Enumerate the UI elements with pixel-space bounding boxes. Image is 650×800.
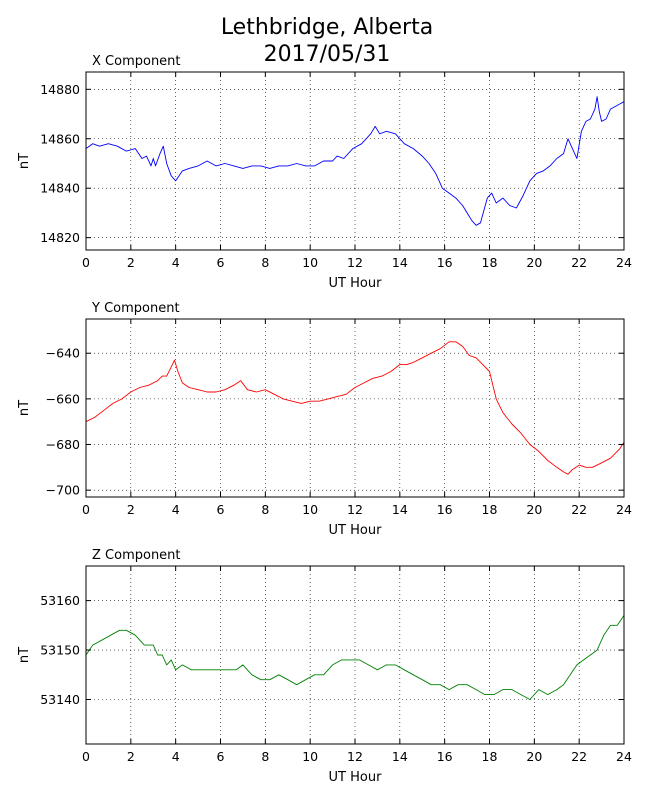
x-tick-label-z: 10: [302, 749, 318, 764]
x-tick-label-y: 22: [571, 502, 587, 517]
x-tick-label-x: 14: [392, 255, 408, 270]
y-axis-label-y: nT: [17, 400, 32, 416]
series-line-x-0: [85, 96, 625, 226]
y-tick-label-x: 14840: [40, 181, 80, 196]
x-tick-label-y: 16: [437, 502, 453, 517]
y-tick-label-x: 14860: [40, 131, 80, 146]
x-axis-label-z: UT Hour: [329, 770, 383, 785]
y-tick-label-z: 53140: [40, 692, 80, 707]
y-tick-label-x: 14820: [40, 230, 80, 245]
x-axis-label-x: UT Hour: [329, 276, 383, 291]
x-tick-label-z: 4: [172, 749, 180, 764]
y-tick-label-y: −640: [46, 346, 80, 361]
series-line-y-0: [85, 341, 625, 475]
x-tick-label-x: 12: [347, 255, 363, 270]
x-tick-label-y: 6: [217, 502, 225, 517]
x-tick-label-x: 8: [261, 255, 269, 270]
x-tick-label-z: 24: [616, 749, 632, 764]
y-tick-label-z: 53150: [40, 643, 80, 658]
x-tick-label-y: 24: [616, 502, 632, 517]
x-tick-label-x: 16: [437, 255, 453, 270]
x-tick-label-y: 12: [347, 502, 363, 517]
x-tick-label-z: 22: [571, 749, 587, 764]
x-tick-label-z: 16: [437, 749, 453, 764]
x-tick-label-y: 18: [482, 502, 498, 517]
x-axis-label-y: UT Hour: [329, 523, 383, 538]
y-axis-label-x: nT: [17, 153, 32, 169]
x-tick-label-x: 6: [217, 255, 225, 270]
series-line-z-0: [85, 615, 625, 700]
x-tick-label-z: 18: [482, 749, 498, 764]
x-tick-label-y: 4: [172, 502, 180, 517]
x-tick-label-z: 14: [392, 749, 408, 764]
x-tick-label-x: 22: [571, 255, 587, 270]
panel-subtitle-z: Z Component: [92, 548, 181, 563]
x-tick-label-y: 14: [392, 502, 408, 517]
x-tick-label-z: 6: [217, 749, 225, 764]
x-tick-label-z: 12: [347, 749, 363, 764]
y-tick-label-y: −660: [46, 391, 80, 406]
x-tick-label-z: 20: [526, 749, 542, 764]
x-tick-label-x: 18: [482, 255, 498, 270]
y-tick-label-y: −700: [46, 483, 80, 498]
x-tick-label-y: 2: [127, 502, 135, 517]
x-tick-label-x: 2: [127, 255, 135, 270]
y-axis-label-z: nT: [17, 647, 32, 663]
figure-title-line2: 2017/05/31: [264, 42, 391, 67]
y-tick-label-z: 53160: [40, 593, 80, 608]
x-tick-label-x: 0: [82, 255, 90, 270]
x-tick-label-z: 0: [82, 749, 90, 764]
x-tick-label-y: 20: [526, 502, 542, 517]
x-tick-label-z: 2: [127, 749, 135, 764]
figure-title-line1: Lethbridge, Alberta: [221, 15, 433, 40]
x-tick-label-y: 10: [302, 502, 318, 517]
panel-x: 0 2 4 6 8 10 12 14 16 18 20 22 241482014840148601488…: [17, 54, 632, 291]
x-tick-label-y: 0: [82, 502, 90, 517]
x-tick-label-x: 24: [616, 255, 632, 270]
x-tick-label-z: 8: [261, 749, 269, 764]
x-tick-label-x: 10: [302, 255, 318, 270]
y-tick-label-y: −680: [46, 437, 80, 452]
panel-subtitle-x: X Component: [92, 54, 181, 69]
x-tick-label-x: 20: [526, 255, 542, 270]
panels-group: 0 2 4 6 8 10 12 14 16 18 20 22 241482014840148601488…: [17, 54, 632, 785]
y-tick-label-x: 14880: [40, 82, 80, 97]
x-tick-label-x: 4: [172, 255, 180, 270]
panel-subtitle-y: Y Component: [91, 301, 180, 316]
x-tick-label-y: 8: [261, 502, 269, 517]
